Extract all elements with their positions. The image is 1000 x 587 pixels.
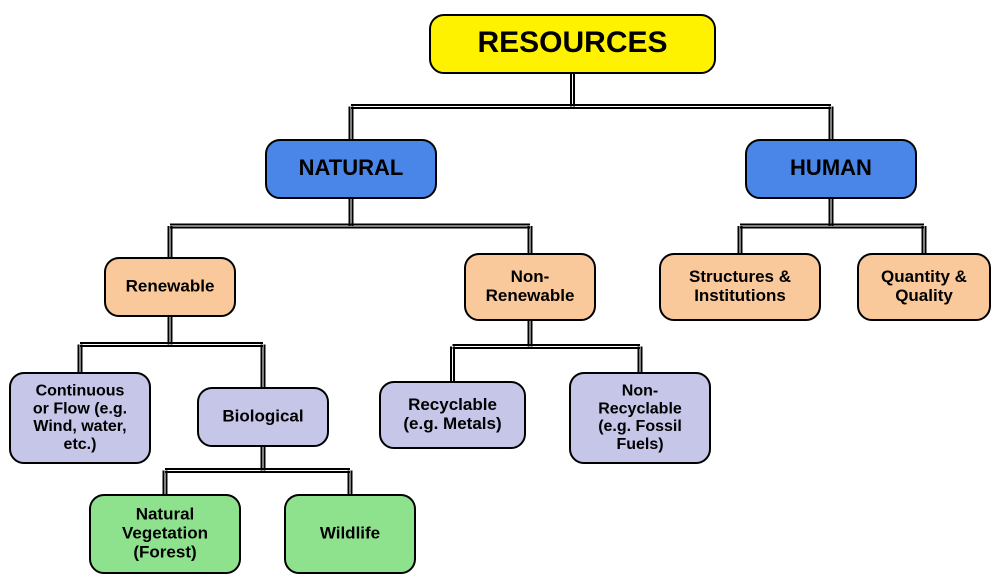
node-quantity-label: Quality — [895, 286, 953, 305]
node-quantity-label: Quantity & — [881, 267, 967, 286]
node-continuous-label: Wind, water, — [33, 418, 126, 435]
node-quantity: Quantity &Quality — [858, 254, 990, 320]
node-biological-label: Biological — [222, 406, 303, 425]
node-natural: NATURAL — [266, 140, 436, 198]
node-nonrecycl-label: Recyclable — [598, 400, 682, 417]
node-structures-label: Structures & — [689, 267, 791, 286]
node-recyclable-label: Recyclable — [408, 395, 497, 414]
resources-tree-diagram: RESOURCESNATURALHUMANRenewableNon-Renewa… — [0, 0, 1000, 587]
node-human-label: HUMAN — [790, 155, 872, 180]
node-nonrecycl-label: Fuels) — [616, 436, 663, 453]
node-continuous-label: etc.) — [64, 436, 97, 453]
node-nonrecycl: Non-Recyclable(e.g. FossilFuels) — [570, 373, 710, 463]
node-nonrecycl-label: Non- — [622, 382, 658, 399]
node-nonrecycl-label: (e.g. Fossil — [598, 418, 682, 435]
node-renewable: Renewable — [105, 258, 235, 316]
node-continuous: Continuousor Flow (e.g.Wind, water,etc.) — [10, 373, 150, 463]
node-natural-label: NATURAL — [299, 155, 404, 180]
node-continuous-label: Continuous — [36, 382, 125, 399]
node-vegetation-label: Natural — [136, 504, 195, 523]
node-vegetation-label: (Forest) — [133, 543, 196, 562]
node-vegetation-label: Vegetation — [122, 523, 208, 542]
node-biological: Biological — [198, 388, 328, 446]
node-recyclable: Recyclable(e.g. Metals) — [380, 382, 525, 448]
node-wildlife-label: Wildlife — [320, 523, 380, 542]
node-vegetation: NaturalVegetation(Forest) — [90, 495, 240, 573]
node-nonrenew-label: Renewable — [486, 286, 575, 305]
nodes-layer: RESOURCESNATURALHUMANRenewableNon-Renewa… — [10, 15, 990, 573]
node-nonrenew: Non-Renewable — [465, 254, 595, 320]
node-structures-label: Institutions — [694, 286, 786, 305]
node-recyclable-label: (e.g. Metals) — [403, 414, 501, 433]
node-human: HUMAN — [746, 140, 916, 198]
node-renewable-label: Renewable — [126, 276, 215, 295]
node-resources-label: RESOURCES — [477, 26, 667, 59]
node-nonrenew-label: Non- — [511, 267, 550, 286]
node-continuous-label: or Flow (e.g. — [33, 400, 127, 417]
node-structures: Structures &Institutions — [660, 254, 820, 320]
node-wildlife: Wildlife — [285, 495, 415, 573]
node-resources: RESOURCES — [430, 15, 715, 73]
